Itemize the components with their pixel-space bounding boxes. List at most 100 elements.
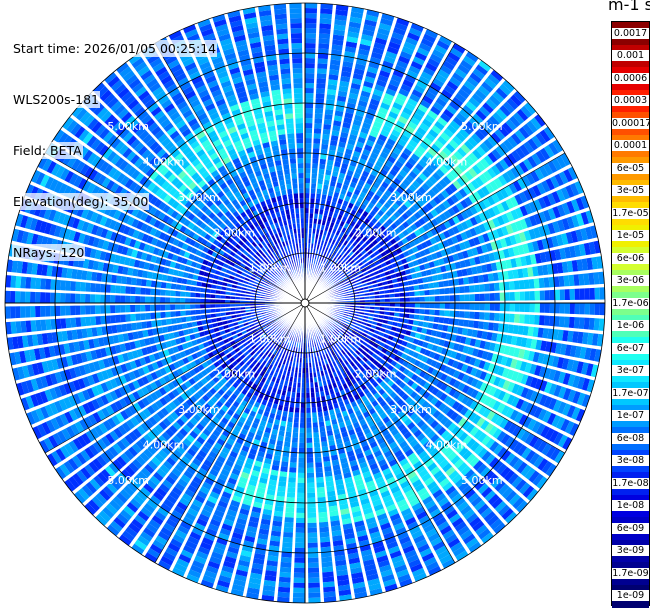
ray-gate <box>278 581 291 588</box>
ray-gate <box>317 219 322 225</box>
ray-gate <box>553 316 560 327</box>
ray-gate <box>297 477 305 483</box>
ray-gate <box>458 188 468 198</box>
ray-gate <box>530 338 538 350</box>
ray-gate <box>343 398 350 406</box>
ray-gate <box>567 330 574 343</box>
ray-gate <box>348 231 355 238</box>
ray-gate <box>565 231 574 244</box>
ray-gate <box>381 213 389 221</box>
ray-gate <box>519 361 528 372</box>
ray-gate <box>323 210 329 216</box>
ray-gate <box>508 439 519 451</box>
ray-gate <box>293 422 299 428</box>
ray-gate <box>401 444 411 453</box>
ray-gate <box>423 66 435 77</box>
ray-gate <box>581 362 589 375</box>
ray-gate <box>461 363 469 373</box>
ray-gate <box>486 410 496 421</box>
ray-gate <box>305 88 314 94</box>
ray-gate <box>312 148 320 154</box>
ray-gate <box>456 327 464 335</box>
ray-gate <box>430 218 439 227</box>
ray-gate <box>291 442 298 448</box>
ray-gate <box>458 446 469 457</box>
ray-gate <box>391 367 399 375</box>
ray-gate <box>399 440 408 449</box>
ray-gate <box>521 175 531 187</box>
ray-gate <box>305 188 310 194</box>
ray-gate <box>481 81 494 93</box>
ray-gate <box>425 561 439 572</box>
ray-gate <box>421 256 429 264</box>
ray-gate <box>440 112 451 123</box>
ray-gate <box>533 278 540 289</box>
ray-gate <box>589 303 595 315</box>
ray-gate <box>300 402 305 408</box>
ray-gate <box>341 355 347 362</box>
ray-gate <box>497 390 506 401</box>
ray-gate <box>394 449 404 458</box>
ray-gate <box>510 94 522 107</box>
ray-gate <box>408 349 415 357</box>
ray-gate <box>363 262 370 268</box>
ray-gate <box>374 37 387 46</box>
ray-gate <box>414 385 423 393</box>
ray-gate <box>537 327 544 338</box>
ray-gate <box>434 44 448 55</box>
ray-gate <box>348 335 354 341</box>
ray-gate <box>515 479 527 492</box>
ray-gate <box>529 254 537 265</box>
ray-gate <box>530 170 540 183</box>
ray-gate <box>474 284 480 293</box>
ray-gate <box>439 554 453 565</box>
ray-gate <box>419 250 426 257</box>
ray-gate <box>339 367 345 374</box>
ray-gate <box>477 234 486 244</box>
ray-gate <box>421 182 431 192</box>
ray-gate <box>306 442 313 448</box>
ray-gate <box>378 485 389 494</box>
ray-gate <box>446 237 454 246</box>
ray-gate <box>578 273 585 286</box>
ray-gate <box>395 378 403 386</box>
ray-gate <box>411 502 423 512</box>
ray-gate <box>410 563 423 573</box>
ray-gate <box>440 430 450 440</box>
ray-gate <box>485 242 493 252</box>
ray-gate <box>505 211 515 222</box>
ray-gate <box>436 40 450 51</box>
ray-gate <box>478 173 489 184</box>
ray-gate <box>528 278 535 289</box>
ray-gate <box>332 331 337 337</box>
ray-gate <box>373 193 381 202</box>
ray-gate <box>540 340 547 352</box>
ray-gate <box>366 9 380 18</box>
ray-gate <box>357 317 363 321</box>
ray-gate <box>420 423 429 432</box>
ray-gate <box>498 483 510 496</box>
ray-gate <box>484 293 490 301</box>
ray-gate <box>344 339 350 345</box>
ray-gate <box>330 201 337 208</box>
ray-gate <box>415 163 424 172</box>
ray-gate <box>331 228 337 235</box>
ray-gate <box>387 379 395 387</box>
ray-gate <box>359 43 371 52</box>
ray-gate <box>505 118 517 131</box>
ray-gate <box>380 522 392 531</box>
ray-gate <box>440 64 453 75</box>
ray-gate <box>469 357 477 366</box>
ray-gate <box>406 470 417 480</box>
ray-gate <box>534 378 543 390</box>
ray-gate <box>292 432 299 438</box>
ray-gate <box>444 186 454 196</box>
ray-gate <box>308 587 321 593</box>
ray-gate <box>389 303 395 307</box>
ray-gate <box>562 403 572 416</box>
ray-gate <box>325 480 334 487</box>
ray-gate <box>394 386 402 394</box>
ray-gate <box>379 69 391 78</box>
ray-gate <box>493 388 502 399</box>
ray-gate <box>460 199 469 209</box>
